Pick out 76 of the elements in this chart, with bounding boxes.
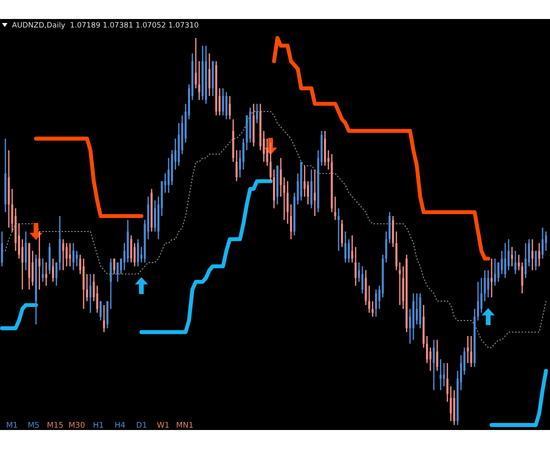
candlestick — [354, 246, 357, 286]
candlestick — [476, 281, 480, 322]
candlestick — [542, 227, 544, 260]
candlestick — [436, 339, 438, 372]
candlestick — [89, 273, 92, 314]
candlestick — [524, 242, 527, 279]
candlestick — [338, 208, 340, 252]
candlestick — [100, 300, 102, 322]
candlestick — [416, 292, 418, 326]
candlestick — [392, 215, 394, 248]
candlestick — [270, 142, 272, 182]
candlestick — [374, 288, 378, 318]
candlestick — [361, 266, 364, 294]
candlestick — [38, 230, 40, 290]
candlestick — [432, 339, 435, 391]
candlestick — [470, 335, 472, 368]
candlestick — [351, 234, 354, 264]
candlestick — [0, 230, 4, 267]
candlestick — [510, 246, 514, 267]
candlestick — [21, 238, 24, 290]
candlestick — [72, 242, 74, 271]
candlestick — [429, 346, 432, 372]
point — [482, 308, 495, 326]
candlestick — [236, 150, 238, 182]
candlestick — [466, 335, 469, 364]
candlestick — [494, 258, 496, 286]
candlestick — [62, 238, 64, 271]
candlestick — [453, 390, 456, 426]
candlestick — [130, 234, 132, 264]
candlestick — [538, 242, 540, 267]
candlestick — [256, 103, 258, 124]
candlestick — [76, 250, 78, 267]
candlestick — [340, 219, 344, 248]
candlestick — [290, 204, 292, 240]
candlestick — [306, 180, 310, 206]
candlestick — [102, 304, 106, 333]
candlestick — [310, 168, 312, 209]
candlestick — [228, 95, 231, 120]
candlestick — [42, 258, 44, 282]
point — [134, 277, 148, 294]
candlestick — [426, 335, 428, 364]
candlestick — [225, 92, 228, 120]
candlestick — [531, 238, 534, 271]
candlestick — [344, 230, 346, 264]
candlestick — [304, 165, 306, 198]
candlestick — [24, 230, 27, 271]
candlestick — [168, 157, 170, 194]
candlestick — [222, 88, 224, 116]
candlestick — [52, 258, 54, 282]
candlestick — [324, 130, 326, 166]
candlestick — [86, 273, 88, 302]
candlestick — [442, 362, 446, 387]
candlestick — [286, 180, 289, 224]
candlestick — [272, 168, 276, 209]
candlestick — [68, 242, 72, 267]
candlestick — [136, 238, 140, 267]
candlestick — [45, 262, 48, 286]
candlestick — [242, 138, 244, 170]
candlestick — [82, 258, 85, 310]
candlestick — [154, 200, 156, 232]
candlestick — [500, 250, 503, 275]
candlestick — [440, 358, 442, 391]
candlestick — [490, 258, 493, 298]
candlestick — [348, 238, 350, 264]
candlestick — [544, 230, 548, 252]
candlestick — [504, 242, 506, 279]
candlestick — [116, 262, 119, 282]
candlestick — [487, 270, 490, 298]
candlestick — [48, 242, 51, 275]
candlestick — [314, 168, 316, 217]
point — [29, 222, 43, 240]
candlestick — [514, 250, 516, 275]
candlestick — [208, 52, 210, 97]
candlestick — [113, 258, 116, 275]
candlestick — [534, 250, 537, 271]
candlestick — [66, 242, 68, 267]
